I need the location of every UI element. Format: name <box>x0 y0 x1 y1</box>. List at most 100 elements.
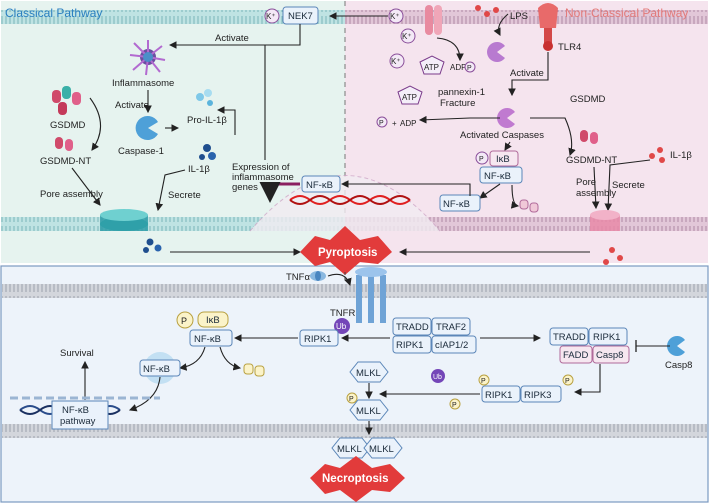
il1b-icon <box>199 144 216 160</box>
ripk1-r-box <box>588 327 628 346</box>
p-label-left: P <box>181 316 187 326</box>
mlkl-hex-2 <box>349 399 389 421</box>
nfkb-box-left <box>189 329 233 347</box>
ub-circle-2 <box>431 369 445 383</box>
ub-circle <box>334 318 350 334</box>
nfkb-box-nc2 <box>439 194 481 212</box>
dna-helix <box>289 195 411 205</box>
nfkb-pathway-line1: NF-κB <box>62 405 89 416</box>
activate-label-2: Activate <box>115 100 149 111</box>
activate-label-1: Activate <box>215 33 249 44</box>
nonclassical-title: Non-Classical Pathway <box>565 6 688 20</box>
k-ion-label-2: K⁺ <box>390 12 400 21</box>
caspase1-icon <box>135 116 158 140</box>
fracture-label: Fracture <box>440 98 475 109</box>
nfkb-pathway-line2: pathway <box>60 416 96 427</box>
il1b-secreted-right <box>603 247 623 265</box>
tlr4-label: TLR4 <box>558 42 581 53</box>
survival-label: Survival <box>60 348 94 359</box>
pro-il1b-icon <box>196 89 213 106</box>
tradd-box <box>392 317 432 336</box>
gsdmd-pore-left <box>100 209 148 231</box>
adp-label-2: + <box>392 119 397 128</box>
ripk1-c-label: RIPK1 <box>396 340 423 351</box>
secrete-label-left: Secrete <box>168 190 201 201</box>
p-circle-left <box>176 311 194 329</box>
activated-caspases-label: Activated Caspases <box>460 130 544 141</box>
il1b-secreted-left <box>143 238 162 253</box>
p-circle-r3 <box>562 374 574 386</box>
ripk1-c-box <box>392 335 432 354</box>
tradd-label: TRADD <box>396 322 429 333</box>
gsdmd-icon <box>52 86 81 115</box>
caspase1-label: Caspase-1 <box>118 146 164 157</box>
ub-label-2: Ub <box>433 374 442 381</box>
nfkb-nucleus-label: NF-κB <box>306 180 333 191</box>
tradd2-box <box>549 327 589 346</box>
atp-label-1: ATP <box>424 63 439 72</box>
inflammasome-icon <box>129 40 166 76</box>
lps-icon <box>475 5 499 17</box>
il1b-icon-nc <box>649 147 665 163</box>
nfkb-box-left2 <box>139 359 181 377</box>
pyroptosis-label: Pyroptosis <box>318 247 377 259</box>
nfkb-label-nc2: NF-κB <box>443 199 470 210</box>
atp-icon-1 <box>419 55 445 75</box>
lps-label: LPS <box>510 11 528 22</box>
activate-label-nc: Activate <box>510 68 544 79</box>
k-ion-label: K⁺ <box>266 12 276 21</box>
classical-title: Classical Pathway <box>5 6 102 20</box>
tnfr-label: TNFR <box>330 308 355 319</box>
gsdmd-nt-label-nc: GSDMD-NT <box>566 155 617 166</box>
casp8-label: Casp8 <box>596 350 623 361</box>
p-circle-mlkl <box>346 392 358 404</box>
k-ion-circle <box>264 8 280 24</box>
p-label-r1: P <box>481 378 486 385</box>
expression-line-1: Expression of <box>232 162 290 173</box>
pyroptosis-burst <box>300 226 392 275</box>
nfkb-label-nc: NF-κB <box>484 171 511 182</box>
tnfa-label: TNFα <box>286 272 310 283</box>
ciap-label: cIAP1/2 <box>435 340 468 351</box>
ikb-box <box>489 150 519 167</box>
pore-assembly-label-left: Pore assembly <box>40 189 103 200</box>
ikb-label: IκB <box>496 154 510 165</box>
p-circle-2 <box>376 116 388 128</box>
il1b-label-nc: IL-1β <box>670 150 692 161</box>
ciap-box <box>431 335 477 354</box>
ub-label: Ub <box>336 322 347 331</box>
k-ion-circle-2 <box>388 8 404 24</box>
ikb-label-left: IκB <box>206 315 220 326</box>
k-ion-label-4: K⁺ <box>391 57 401 66</box>
necroptosis-burst <box>310 456 405 502</box>
mlkl-label-2: MLKL <box>356 406 381 417</box>
ripk3-label: RIPK3 <box>524 390 551 401</box>
casp8-box <box>592 345 630 364</box>
k-ion-label-3: K⁺ <box>402 32 412 41</box>
fadd-label: FADD <box>563 350 588 361</box>
nek7-label: NEK7 <box>288 11 313 22</box>
mlkl-hex-a <box>331 437 371 459</box>
ikb-box-left <box>197 311 229 328</box>
gsdmd-pore-right <box>590 210 620 231</box>
expression-line-2: inflammasome <box>232 172 294 183</box>
ripk1-b-label: RIPK1 <box>485 390 512 401</box>
gsdmd-nt-label: GSDMD-NT <box>40 156 91 167</box>
p-label-mlkl: P <box>349 396 354 403</box>
membrane-lower-bottom <box>2 424 707 438</box>
tnfa-icon <box>310 271 326 281</box>
atp-icon-2 <box>397 85 423 105</box>
fadd-box <box>559 345 593 364</box>
casp8-inhibitor-label: Casp8 <box>665 360 692 371</box>
gsdmd-nt-icon <box>55 137 73 151</box>
membrane-top-left <box>1 10 345 24</box>
ripk1-left-label: RIPK1 <box>304 334 331 345</box>
nfkb-pathway-box <box>51 400 109 430</box>
casp8-inhibitor-icon <box>667 335 685 356</box>
mlkl-label-b: MLKL <box>369 444 394 455</box>
ikb-degraded-icon <box>519 199 539 213</box>
mlkl-label-1: MLKL <box>356 368 381 379</box>
p-circle-ikb <box>475 151 489 165</box>
membrane-lower-top <box>2 284 707 298</box>
